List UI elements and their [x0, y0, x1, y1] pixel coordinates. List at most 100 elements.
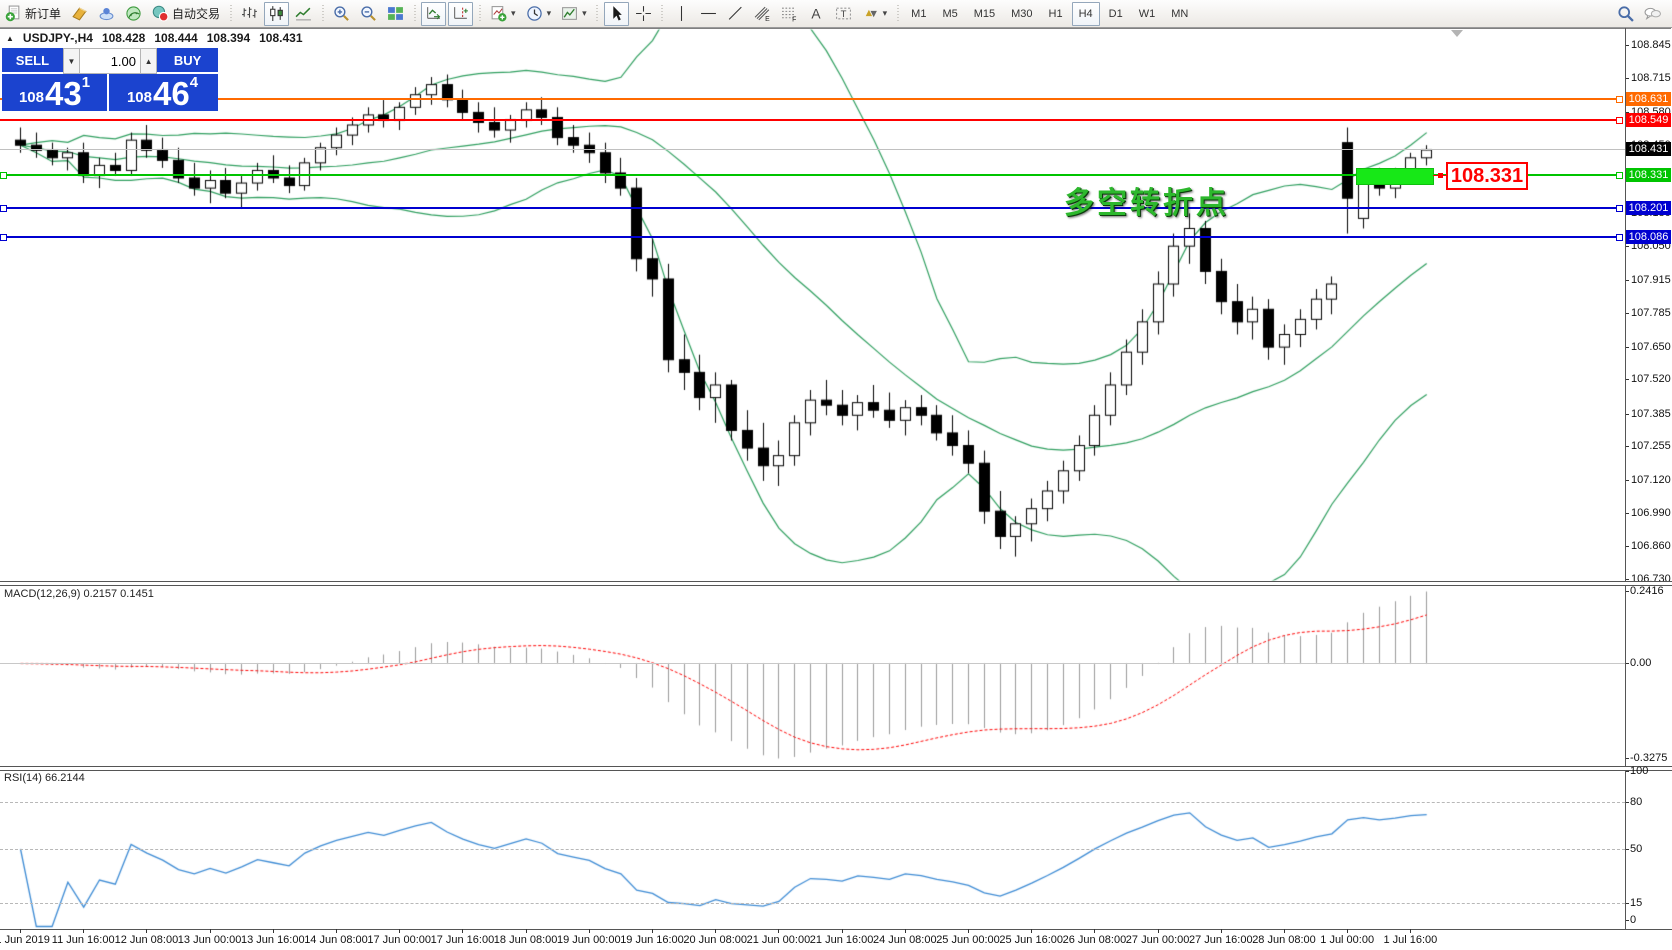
horizontal-level-line[interactable] — [0, 118, 1617, 121]
time-axis-tick — [399, 929, 401, 933]
mql-editor-button[interactable] — [67, 2, 92, 26]
toolbar-group — [603, 0, 657, 27]
horizontal-level-line[interactable] — [0, 173, 1617, 176]
dropdown-caret-icon[interactable]: ▾ — [882, 8, 888, 18]
time-axis-label: 27 Jun 16:00 — [1188, 934, 1253, 946]
text-button[interactable]: A — [804, 2, 829, 26]
tf-m5-button-label: M5 — [942, 7, 958, 20]
time-axis-label: 21 Jun 16:00 — [809, 934, 874, 946]
tf-m5-button[interactable]: M5 — [935, 2, 964, 26]
price-level-badge: 108.201 — [1626, 200, 1671, 215]
text-label-button[interactable]: T — [831, 2, 856, 26]
buy-button[interactable]: BUY — [157, 48, 218, 74]
bar-chart-button[interactable] — [237, 2, 262, 26]
price-tag-label[interactable]: 108.331 — [1446, 161, 1528, 190]
auto-scroll-button[interactable] — [421, 1, 447, 26]
tf-m15-button[interactable]: M15 — [967, 2, 1002, 26]
signals-button[interactable] — [121, 2, 146, 26]
chat-button[interactable] — [1640, 2, 1665, 26]
trendline-button[interactable] — [723, 2, 748, 26]
rsi-axis-label: 15 — [1630, 896, 1643, 909]
tf-mn-button[interactable]: MN — [1164, 2, 1195, 26]
pane-separator-macd[interactable] — [0, 581, 1672, 586]
bars-icon — [241, 5, 258, 22]
tile-windows-button[interactable] — [383, 2, 408, 26]
periods-button[interactable]: ▾ — [522, 2, 556, 26]
mql-community-button[interactable] — [94, 2, 119, 26]
volume-increase-icon[interactable]: ▲ — [140, 48, 158, 74]
time-axis-tick — [336, 929, 337, 933]
horizontal-level-line[interactable] — [0, 235, 1617, 238]
macd-axis-tick — [1625, 758, 1629, 759]
buy-price[interactable]: 108 46 4 — [109, 74, 216, 111]
tf-mn-button-label: MN — [1171, 7, 1189, 20]
dropdown-caret-icon[interactable]: ▾ — [546, 8, 552, 18]
line-endpoint-marker[interactable] — [1616, 204, 1623, 212]
search-button[interactable] — [1613, 2, 1638, 26]
scroll-to-end-icon[interactable] — [1451, 30, 1463, 37]
line-endpoint-marker[interactable] — [1616, 171, 1623, 179]
chart-annotation-text[interactable]: 多空转折点 — [1064, 187, 1229, 220]
tf-w1-button[interactable]: W1 — [1132, 2, 1163, 26]
line-endpoint-marker[interactable] — [1616, 233, 1623, 241]
horizontal-line-button[interactable] — [696, 2, 721, 26]
volume-decrease-icon[interactable]: ▼ — [62, 48, 80, 74]
labelT-icon: T — [835, 5, 852, 22]
chart-shift-button[interactable] — [448, 1, 474, 26]
collapse-panel-icon[interactable]: ▲ — [6, 33, 14, 43]
line-endpoint-marker[interactable] — [0, 233, 7, 241]
tf-m1-button[interactable]: M1 — [904, 2, 933, 26]
auto-trading-button[interactable]: 自动交易 — [148, 2, 224, 26]
time-axis-tick — [83, 929, 85, 933]
new-order-button[interactable]: 新订单 — [1, 2, 65, 26]
rsi-axis-tick — [1625, 771, 1629, 772]
bid-price-line — [0, 149, 1625, 151]
fibonacci-button[interactable]: F — [777, 2, 802, 26]
candlestick-chart-button[interactable] — [264, 1, 290, 26]
dropdown-caret-icon[interactable]: ▾ — [582, 8, 587, 18]
dropdown-caret-icon[interactable]: ▾ — [511, 8, 516, 18]
tf-h1-button[interactable]: H1 — [1042, 2, 1070, 26]
line-endpoint-marker[interactable] — [1616, 116, 1623, 124]
tf-d1-button[interactable]: D1 — [1102, 2, 1130, 26]
tf-m30-button[interactable]: M30 — [1004, 2, 1039, 26]
svg-text:E: E — [765, 16, 770, 22]
line-endpoint-marker[interactable] — [1616, 96, 1623, 103]
toolbar-grip — [659, 4, 665, 23]
sell-button[interactable]: SELL — [2, 48, 63, 74]
templates-button[interactable]: ▾ — [557, 2, 591, 26]
arrows-button[interactable]: ▾ — [858, 2, 892, 26]
highlight-rectangle[interactable] — [1356, 168, 1435, 185]
crosshair-button[interactable] — [631, 2, 656, 26]
sell-price[interactable]: 108 43 1 — [2, 74, 109, 111]
equidistant-channel-button[interactable]: E — [750, 2, 775, 26]
toolbar-group: M1 M5 M15 M30 H1 H4 D1 W1 MN — [903, 0, 1196, 27]
indicators-button[interactable]: ▾ — [486, 2, 520, 26]
pane-separator-rsi[interactable] — [0, 766, 1672, 771]
textA-icon: A — [808, 5, 825, 22]
zoom-out-button[interactable] — [356, 2, 381, 26]
cursor-button[interactable] — [603, 1, 629, 26]
price-axis-label: 107.915 — [1631, 273, 1671, 286]
time-axis-tick — [462, 929, 464, 933]
horizontal-level-line[interactable] — [0, 98, 1617, 100]
time-axis-label: 26 Jun 08:00 — [1062, 934, 1127, 946]
zoom-in-button[interactable] — [329, 2, 354, 26]
time-axis-label: 18 Jun 08:00 — [493, 934, 558, 946]
time-axis[interactable] — [0, 929, 1672, 950]
volume-input[interactable] — [80, 48, 140, 74]
cursor-icon — [608, 5, 625, 22]
line-chart-button[interactable] — [291, 2, 316, 26]
rsi-axis-label: 50 — [1630, 842, 1643, 855]
line-endpoint-marker[interactable] — [0, 204, 7, 212]
tf-h1-button-label: H1 — [1048, 7, 1063, 20]
line-endpoint-marker[interactable] — [0, 171, 7, 179]
channel-icon: E — [754, 5, 771, 22]
time-axis-tick — [1410, 929, 1412, 933]
price-axis-tick — [1625, 480, 1629, 482]
horizontal-level-line[interactable] — [0, 206, 1617, 209]
tf-h4-button[interactable]: H4 — [1071, 1, 1100, 26]
vertical-line-button[interactable] — [669, 2, 694, 26]
